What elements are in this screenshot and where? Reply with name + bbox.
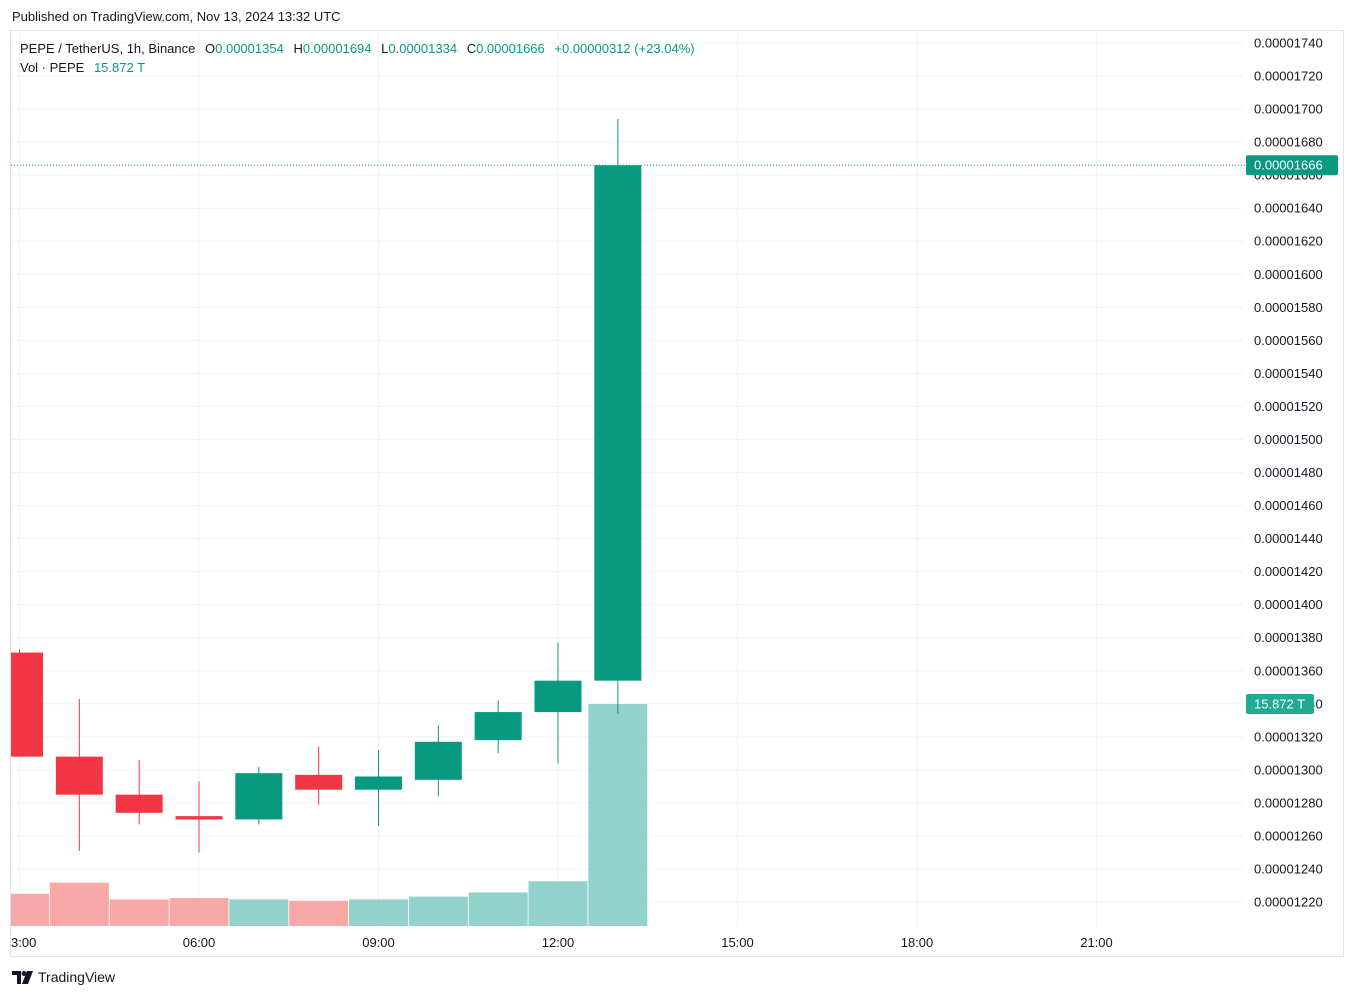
candle [115, 759, 163, 825]
legend-price-row: PEPE / TetherUS, 1h, Binance O0.00001354… [20, 39, 695, 58]
candle [354, 750, 402, 827]
price-badge: 0.00001666 [1246, 155, 1338, 176]
volume-bars [11, 704, 648, 926]
legend-symbol[interactable]: PEPE / TetherUS, 1h, Binance [20, 41, 196, 56]
price-tick-label: 0.00001220 [1254, 895, 1323, 910]
price-tick-label: 0.00001560 [1254, 333, 1323, 348]
legend-low-label: L [381, 41, 389, 56]
candle [11, 649, 44, 757]
legend-open-value: 0.00001354 [215, 41, 284, 56]
volume-bar [109, 899, 169, 926]
tradingview-logo-text: TradingView [38, 969, 116, 985]
time-tick-label: 18:00 [901, 935, 934, 950]
volume-bar [169, 898, 229, 926]
tradingview-logo[interactable]: TradingView [12, 969, 115, 985]
tradingview-logo-icon [12, 970, 33, 984]
candle-body [534, 680, 582, 713]
price-tick-label: 0.00001600 [1254, 267, 1323, 282]
candle [474, 700, 522, 754]
time-tick-label: 09:00 [362, 935, 395, 950]
price-tick-label: 0.00001440 [1254, 531, 1323, 546]
volume-bar [468, 892, 528, 926]
price-tick-label: 0.00001500 [1254, 432, 1323, 447]
volume-bar [408, 896, 468, 926]
candle-body [474, 712, 522, 741]
candles [0, 31, 642, 927]
price-tick-label: 0.00001280 [1254, 795, 1323, 810]
candle [235, 766, 283, 825]
legend-volume-value: 15.872 T [93, 60, 146, 75]
price-tick-label: 0.00001740 [1254, 36, 1323, 51]
legend-close-value: 0.00001666 [476, 41, 545, 56]
published-header: Published on TradingView.com, Nov 13, 20… [12, 9, 341, 24]
price-badge-text: 0.00001666 [1254, 158, 1323, 173]
price-tick-label: 0.00001680 [1254, 135, 1323, 150]
price-tick-label: 0.00001260 [1254, 828, 1323, 843]
price-tick-label: 0.00001700 [1254, 102, 1323, 117]
time-tick-label: 12:00 [542, 935, 575, 950]
candle-body [295, 774, 343, 790]
volume-bar [588, 704, 648, 926]
legend-volume-label[interactable]: Vol · PEPE [20, 60, 85, 75]
chart-frame[interactable] [10, 30, 1344, 957]
price-tick-label: 0.00001720 [1254, 69, 1323, 84]
price-tick-label: 0.00001460 [1254, 498, 1323, 513]
price-tick-label: 0.00001480 [1254, 465, 1323, 480]
candle-body [55, 756, 103, 795]
price-tick-label: 0.00001420 [1254, 564, 1323, 579]
time-tick-label: 15:00 [721, 935, 754, 950]
candle-body [354, 776, 402, 790]
volume-bar [289, 900, 349, 926]
time-tick-label: 06:00 [183, 935, 216, 950]
candle [594, 118, 642, 714]
price-tick-label: 0.00001580 [1254, 300, 1323, 315]
legend-change: +0.00000312 (+23.04%) [554, 41, 695, 56]
time-tick-label: 21:00 [1080, 935, 1113, 950]
legend-volume-row: Vol · PEPE 15.872 T [20, 58, 695, 77]
legend: PEPE / TetherUS, 1h, Binance O0.00001354… [20, 39, 695, 77]
legend-high-label: H [293, 41, 303, 56]
time-tick-label: 3:00 [11, 935, 36, 950]
price-tick-label: 0.00001400 [1254, 597, 1323, 612]
volume-bar [11, 893, 50, 926]
plot-left-mask [0, 31, 10, 927]
volume-bar [229, 899, 289, 926]
candle [175, 781, 223, 853]
candle-body [175, 816, 223, 820]
candle-body [414, 741, 462, 780]
legend-close-label: C [466, 41, 477, 56]
legend-low-value: 0.00001334 [388, 41, 458, 56]
price-tick-label: 0.00001540 [1254, 366, 1323, 381]
price-tick-label: 0.00001520 [1254, 399, 1323, 414]
candle [55, 698, 103, 851]
candle-body [235, 773, 283, 820]
candle-body [11, 652, 44, 757]
candle [295, 746, 343, 805]
time-axis: 3:00 06:00 09:00 12:00 15:00 18:00 21:00 [11, 935, 1113, 950]
volume-bar [348, 899, 408, 926]
price-tick-label: 0.00001620 [1254, 234, 1323, 249]
candle-body [115, 794, 163, 813]
volume-bar [528, 881, 588, 926]
price-tick-label: 0.00001240 [1254, 862, 1323, 877]
legend-high-value: 0.00001694 [302, 41, 372, 56]
volume-badge-text: 15.872 T [1254, 697, 1305, 712]
price-tick-label: 0.00001300 [1254, 762, 1323, 777]
candle [414, 725, 462, 797]
candle-body [594, 165, 642, 681]
price-tick-label: 0.00001320 [1254, 729, 1323, 744]
volume-bar [49, 882, 109, 926]
volume-badge: 15.872 T [1246, 694, 1314, 714]
legend-open-label: O [205, 41, 216, 56]
candle [534, 642, 582, 764]
price-tick-label: 0.00001640 [1254, 201, 1323, 216]
price-tick-label: 0.00001380 [1254, 630, 1323, 645]
price-tick-label: 0.00001360 [1254, 663, 1323, 678]
